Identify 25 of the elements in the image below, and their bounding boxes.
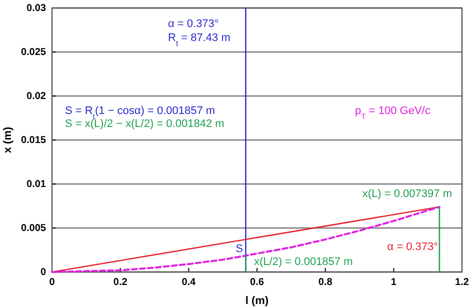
y-tick-label: 0.02 [26,91,46,102]
annotation: x(L/2) = 0.001857 m [254,256,353,268]
x-tick-label: 1.2 [455,277,470,288]
x-tick-label: 1 [390,277,397,288]
x-axis-title: l (m) [245,295,269,307]
y-tick-label: 0.005 [20,223,46,234]
y-axis-title: x (m) [2,126,14,154]
annotation: α = 0.373° [168,18,219,30]
annotation: R$_{t}$ = 87.43 m [168,32,230,48]
annotation: α = 0.373° [387,241,438,253]
y-tick-label: 0.01 [26,179,46,190]
annotation: S = x(L)/2 − x(L/2) = 0.001842 m [65,118,224,130]
x-tick-label: 0 [49,277,56,288]
x-tick-label: 0.2 [113,277,128,288]
annotation: S = R$_{t}$(1 − cosα) = 0.001857 m [65,105,216,120]
x-tick-label: 0.6 [250,277,264,288]
y-tick-label: 0.025 [20,47,46,58]
y-tick-label: 0.015 [20,135,46,146]
y-tick-label: 0.03 [26,3,46,14]
y-tick-label: 0 [40,267,46,278]
annotation: p$_{T}$ = 100 GeV/c [355,105,431,120]
annotation: S [236,243,243,255]
x-tick-label: 0.4 [182,277,196,288]
x-tick-label: 0.8 [318,277,333,288]
annotation: x(L) = 0.007397 m [362,188,452,200]
